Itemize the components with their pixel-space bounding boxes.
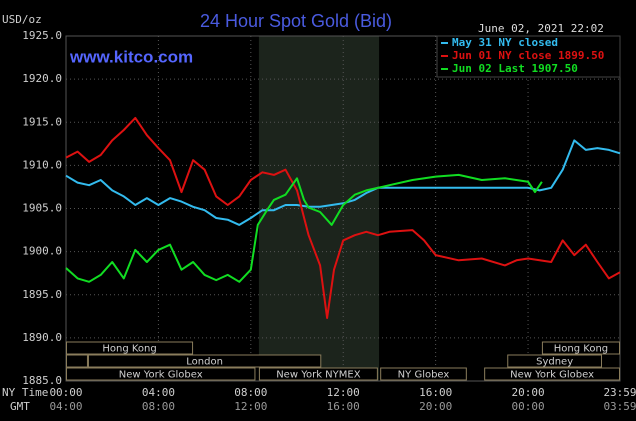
x2-tick-label: 04:00 [49,400,82,413]
y-tick-label: 1900.0 [22,245,62,258]
plot-frame [65,35,621,382]
session-label: New York Globex [510,370,594,381]
legend-box [436,35,621,78]
session-label: NY Globex [398,370,450,381]
x2-axis-label: GMT [10,400,30,413]
x2-tick-label: 12:00 [234,400,267,413]
legend-label: May 31 NY closed [452,36,558,49]
chart-title: 24 Hour Spot Gold (Bid) [200,11,392,31]
x-axis-label: NY Time [2,386,48,399]
x-tick-label: 16:00 [419,386,452,399]
y-tick-label: 1895.0 [22,288,62,301]
x-tick-label: 08:00 [234,386,267,399]
session-label: New York NYMEX [276,370,361,381]
y-tick-label: 1920.0 [22,72,62,85]
y-axis-label: USD/oz [2,13,42,26]
series-line [65,173,543,283]
y-tick-label: 1910.0 [22,158,62,171]
subtitle: www.kitco.com [69,47,193,66]
session-box [66,341,194,355]
y-tick-label: 1905.0 [22,202,62,215]
plot-back [65,35,621,382]
y-tick-label: 1925.0 [22,29,62,42]
x-tick-label: 20:00 [511,386,544,399]
session-box [87,354,322,368]
session-box [380,367,467,381]
session-box [541,341,621,355]
x2-tick-label: 20:00 [419,400,452,413]
y-tick-label: 1885.0 [22,374,62,387]
x2-tick-label: 08:00 [142,400,175,413]
session-label: Hong Kong [554,344,608,355]
session-label: New York Globex [119,370,203,381]
session-label: London [186,357,223,368]
legend-label: Jun 01 NY close 1899.50 [452,49,604,62]
x-tick-label: 04:00 [142,386,175,399]
session-box [66,367,256,381]
x-tick-label: 00:00 [49,386,82,399]
x-tick-label: 23:59 [603,386,636,399]
legend-label: Jun 02 Last 1907.50 [452,62,578,75]
series-line [65,116,621,319]
x2-tick-label: 00:00 [511,400,544,413]
x-tick-label: 12:00 [327,386,360,399]
y-tick-label: 1890.0 [22,331,62,344]
session-box [484,367,620,381]
y-tick-label: 1915.0 [22,115,62,128]
timestamp: June 02, 2021 22:02 [478,22,604,35]
x2-tick-label: 03:59 [603,400,636,413]
session-box [66,354,88,368]
session-box [507,354,602,368]
session-box [258,367,378,381]
x2-tick-label: 16:00 [327,400,360,413]
session-label: Sydney [536,357,573,368]
session-label: Hong Kong [102,344,156,355]
